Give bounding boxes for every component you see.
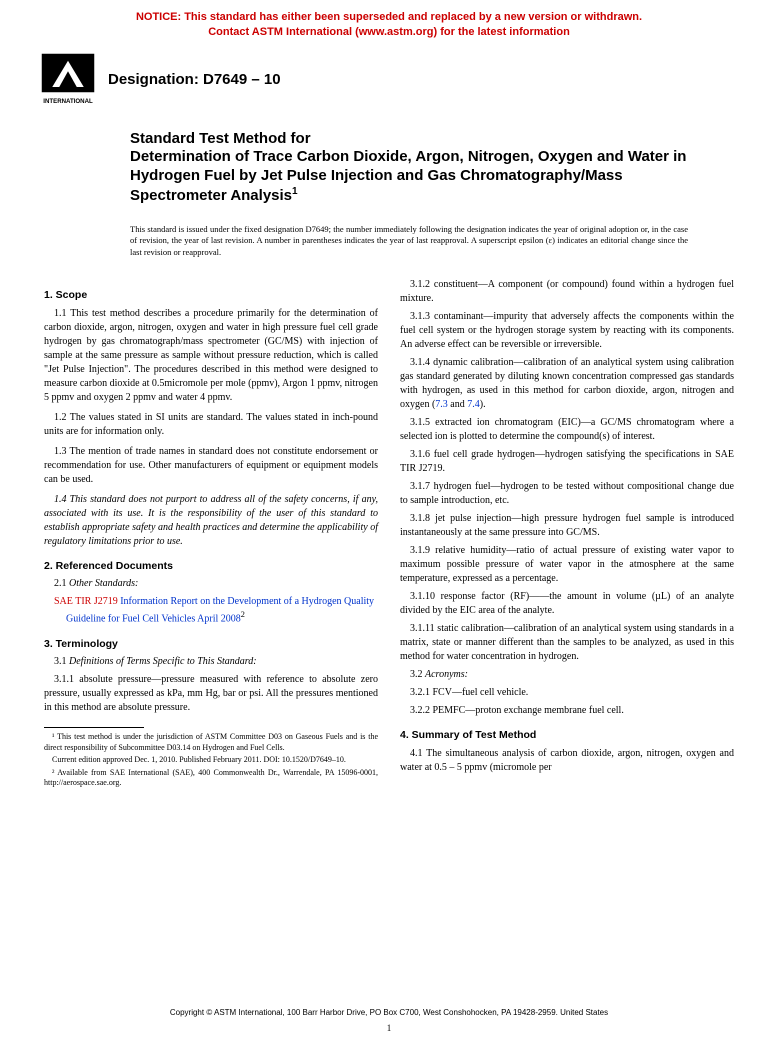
notice-line2: Contact ASTM International (www.astm.org…: [208, 26, 570, 38]
para-3-1-1: 3.1.1 absolute pressure—pressure measure…: [44, 673, 378, 715]
scope-heading: 1. Scope: [44, 288, 378, 303]
right-column: 3.1.2 constituent—A component (or compou…: [400, 278, 734, 790]
para-2-1-lead: 2.1: [54, 578, 69, 589]
para-4-1: 4.1 The simultaneous analysis of carbon …: [400, 747, 734, 775]
notice-line1: NOTICE: This standard has either been su…: [136, 11, 642, 23]
para-3-2-2: 3.2.2 PEMFC—proton exchange membrane fue…: [400, 704, 734, 718]
footnote-1: ¹ This test method is under the jurisdic…: [44, 732, 378, 753]
para-1-4: 1.4 This standard does not purport to ad…: [44, 493, 378, 549]
footer-copyright: Copyright © ASTM International, 100 Barr…: [0, 1008, 778, 1017]
page-number: 1: [0, 1023, 778, 1033]
para-3-2: 3.2 Acronyms:: [400, 668, 734, 682]
para-1-3: 1.3 The mention of trade names in standa…: [44, 445, 378, 487]
left-column: 1. Scope 1.1 This test method describes …: [44, 278, 378, 790]
para-1-2: 1.2 The values stated in SI units are st…: [44, 411, 378, 439]
body-columns: 1. Scope 1.1 This test method describes …: [0, 272, 778, 790]
para-3-2-1: 3.2.1 FCV—fuel cell vehicle.: [400, 686, 734, 700]
notice-banner: NOTICE: This standard has either been su…: [0, 0, 778, 46]
title-superscript: 1: [292, 186, 298, 197]
terminology-heading: 3. Terminology: [44, 637, 378, 652]
footnote-2: ² Available from SAE International (SAE)…: [44, 768, 378, 789]
header-row: INTERNATIONAL Designation: D7649 – 10: [0, 46, 778, 118]
summary-heading: 4. Summary of Test Method: [400, 728, 734, 743]
para-3-1-3: 3.1.3 contaminant—impurity that adversel…: [400, 310, 734, 352]
designation: Designation: D7649 – 10: [108, 71, 281, 88]
para-3-1-4: 3.1.4 dynamic calibration—calibration of…: [400, 356, 734, 412]
para-2-1-ital: Other Standards:: [69, 578, 138, 589]
para-1-1: 1.1 This test method describes a procedu…: [44, 307, 378, 405]
footnote-rule: [44, 727, 144, 728]
para-3-1-8: 3.1.8 jet pulse injection—high pressure …: [400, 512, 734, 540]
title-lead: Standard Test Method for: [130, 130, 688, 149]
para-3-1-6: 3.1.6 fuel cell grade hydrogen—hydrogen …: [400, 448, 734, 476]
para-3-1-lead: 3.1: [54, 656, 69, 667]
para-3-1-10: 3.1.10 response factor (RF)——the amount …: [400, 590, 734, 618]
para-2-1: 2.1 Other Standards:: [44, 577, 378, 591]
title-block: Standard Test Method for Determination o…: [0, 118, 778, 214]
ref-sae-id[interactable]: SAE TIR J2719: [54, 596, 118, 607]
issuance-note: This standard is issued under the fixed …: [0, 214, 778, 272]
ref-sae-sup: 2: [241, 610, 245, 619]
para-3-1-9: 3.1.9 relative humidity—ratio of actual …: [400, 544, 734, 586]
para-3-1-7: 3.1.7 hydrogen fuel—hydrogen to be teste…: [400, 480, 734, 508]
ref-sae: SAE TIR J2719 Information Report on the …: [66, 595, 378, 626]
para-3-1-ital: Definitions of Terms Specific to This St…: [69, 656, 257, 667]
para-3-1-11: 3.1.11 static calibration—calibration of…: [400, 622, 734, 664]
refdocs-heading: 2. Referenced Documents: [44, 559, 378, 574]
footnote-1b: Current edition approved Dec. 1, 2010. P…: [44, 755, 378, 765]
para-3-1: 3.1 Definitions of Terms Specific to Thi…: [44, 655, 378, 669]
svg-text:INTERNATIONAL: INTERNATIONAL: [43, 97, 93, 104]
title-main-text: Determination of Trace Carbon Dioxide, A…: [130, 148, 686, 204]
astm-logo: INTERNATIONAL: [40, 52, 96, 108]
link-7-3[interactable]: 7.3: [435, 399, 448, 410]
link-7-4[interactable]: 7.4: [467, 399, 480, 410]
title-main: Determination of Trace Carbon Dioxide, A…: [130, 148, 688, 205]
para-3-1-2: 3.1.2 constituent—A component (or compou…: [400, 278, 734, 306]
para-3-1-5: 3.1.5 extracted ion chromatogram (EIC)—a…: [400, 416, 734, 444]
